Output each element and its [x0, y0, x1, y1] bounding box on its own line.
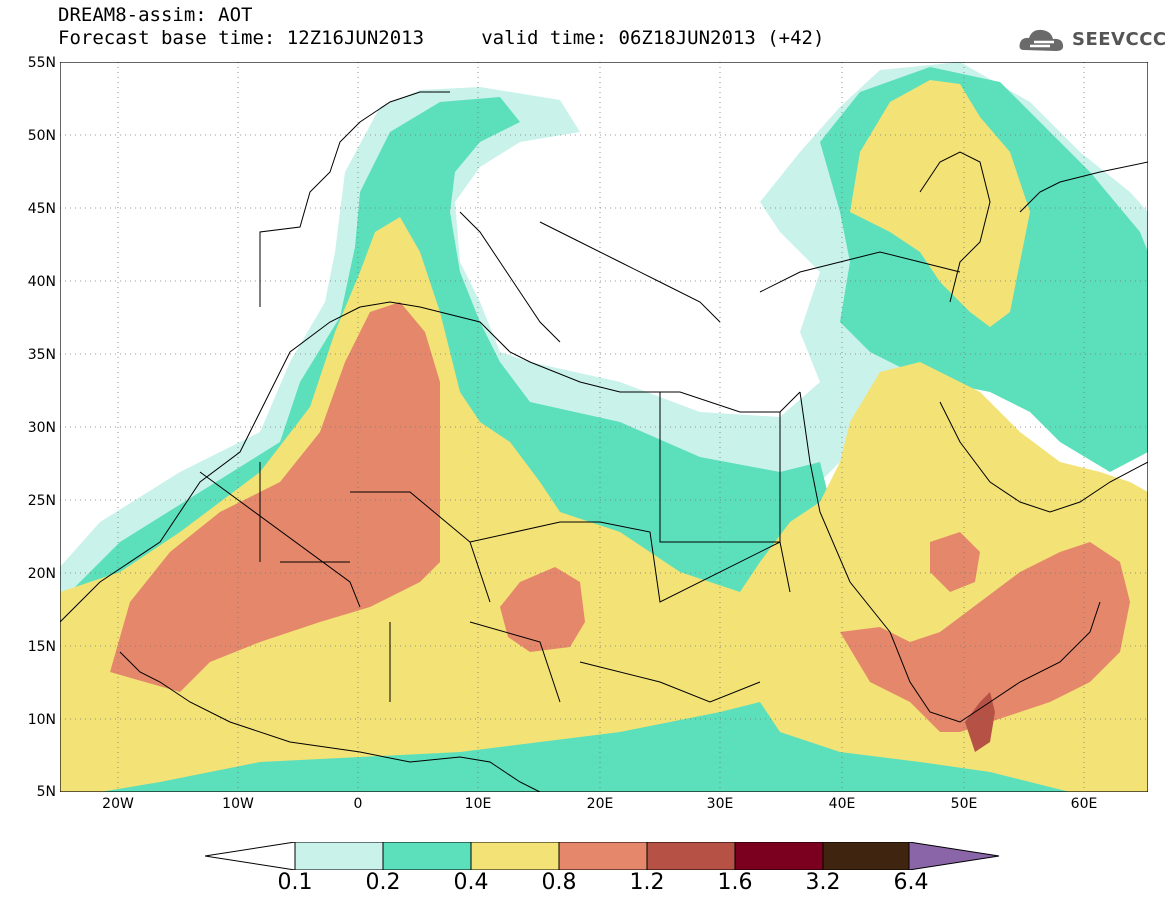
colorbar-swatch: [294, 842, 384, 870]
lat-label: 10N: [27, 712, 56, 728]
colorbar-swatch: [646, 842, 736, 870]
graticule: [60, 62, 1148, 792]
colorbar-low-arrow: [205, 842, 296, 870]
lat-label: 55N: [27, 55, 56, 71]
lon-label: 50E: [950, 796, 978, 812]
lon-label: 60E: [1070, 796, 1098, 812]
lat-label: 35N: [27, 347, 56, 363]
lat-label: 40N: [27, 274, 56, 290]
colorbar-level-label: 6.4: [893, 870, 929, 895]
forecast-time-line: Forecast base time: 12Z16JUN2013 valid t…: [58, 27, 825, 49]
colorbar-level-label: 0.2: [365, 870, 401, 895]
coastlines: [60, 91, 1148, 792]
aot-contour-0.4-north: [850, 80, 1030, 327]
colorbar-high-arrow: [908, 842, 1000, 870]
lon-label: 20W: [102, 796, 134, 812]
colorbar-swatch: [822, 842, 912, 870]
lat-label: 20N: [27, 566, 56, 582]
colorbar-swatch: [382, 842, 472, 870]
seevccc-logo: SEEVCCC: [1018, 24, 1165, 58]
colorbar-swatch: [470, 842, 560, 870]
lat-label: 15N: [27, 639, 56, 655]
aot-contour-0.8-persia: [930, 532, 980, 592]
lat-label: 25N: [27, 493, 56, 509]
aot-contour-0.8-chad: [500, 567, 585, 652]
lat-label: 5N: [36, 784, 56, 800]
lon-label: 0: [353, 796, 363, 812]
lon-label: 30E: [706, 796, 734, 812]
aot-contour-0.8-sahara: [110, 302, 440, 692]
colorbar: [205, 842, 1000, 870]
colorbar-level-label: 3.2: [805, 870, 841, 895]
lon-label: 40E: [828, 796, 856, 812]
colorbar-level-label: 1.2: [629, 870, 665, 895]
colorbar-level-label: 0.8: [541, 870, 577, 895]
lon-label: 10W: [222, 796, 254, 812]
lon-label: 10E: [464, 796, 492, 812]
aot-map: [60, 62, 1148, 792]
lon-label: 20E: [586, 796, 614, 812]
lat-label: 50N: [27, 128, 56, 144]
aot-contour-1.2: [965, 692, 995, 752]
colorbar-level-label: 0.4: [453, 870, 489, 895]
cloud-icon: [1019, 29, 1064, 51]
lat-label: 30N: [27, 420, 56, 436]
logo-text: SEEVCCC: [1072, 29, 1165, 50]
aot-contour-0.8-arabia: [840, 542, 1130, 732]
colorbar-swatch: [558, 842, 648, 870]
lat-label: 45N: [27, 201, 56, 217]
colorbar-level-label: 0.1: [277, 870, 313, 895]
colorbar-level-label: 1.6: [717, 870, 753, 895]
colorbar-swatch: [734, 842, 824, 870]
map-title: DREAM8-assim: AOT: [58, 4, 253, 26]
